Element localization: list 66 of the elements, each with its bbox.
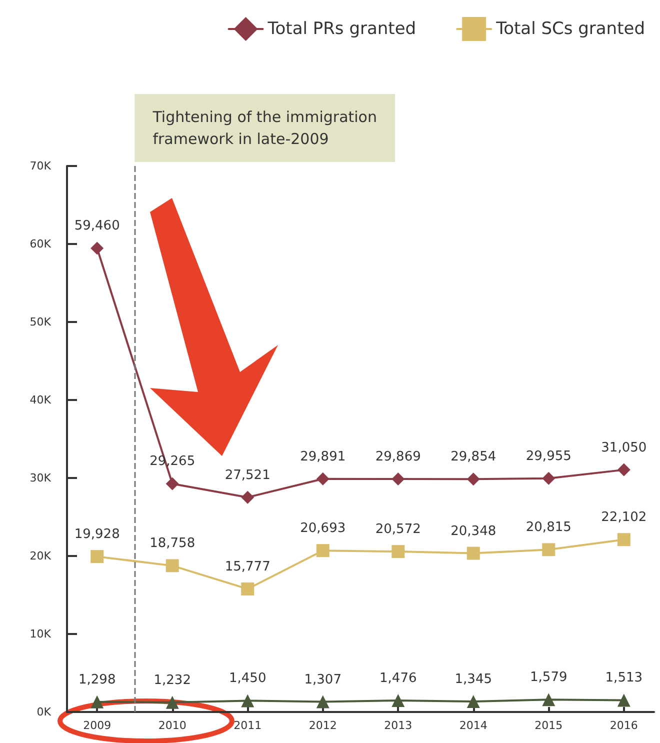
point xyxy=(316,695,330,708)
point xyxy=(392,694,405,707)
x-tick-label: 2012 xyxy=(308,719,337,732)
ref-line-label: Tightening of the immigration framework in late-2009 xyxy=(152,108,377,148)
data-label: 1,579 xyxy=(530,670,568,686)
data-label: 18,758 xyxy=(150,536,196,552)
data-label: 29,891 xyxy=(300,449,346,464)
data-label: 20,815 xyxy=(526,520,572,536)
x-tick-label: 2015 xyxy=(534,719,563,732)
point xyxy=(316,544,330,558)
point xyxy=(617,463,630,476)
y-tick-label: 70K xyxy=(30,160,52,172)
x-tick-label: 2014 xyxy=(459,719,488,732)
data-label: 29,955 xyxy=(526,448,572,464)
data-label: 29,854 xyxy=(450,450,496,465)
point xyxy=(542,472,556,485)
point xyxy=(392,472,405,486)
data-label: 19,928 xyxy=(74,527,120,542)
data-label: 20,348 xyxy=(450,524,496,539)
point xyxy=(166,559,179,572)
legend-label: Total SCs granted xyxy=(495,19,646,39)
point xyxy=(466,695,480,708)
x-tick-label: 2013 xyxy=(384,719,412,732)
y-tick-label: 20K xyxy=(30,550,52,562)
x-tick-label: 2009 xyxy=(83,719,112,732)
point xyxy=(466,472,480,486)
y-tick-label: 10K xyxy=(30,628,52,640)
point xyxy=(466,546,480,560)
legend-label: Total PRs granted xyxy=(266,19,416,39)
data-label: 29,869 xyxy=(375,450,421,465)
data-label: 1,513 xyxy=(605,670,643,686)
point xyxy=(166,477,179,490)
data-label: 20,693 xyxy=(300,521,346,536)
y-tick-label: 0K xyxy=(36,706,52,718)
point xyxy=(617,694,630,707)
x-tick-label: 2010 xyxy=(158,719,186,732)
point xyxy=(392,545,405,558)
y-tick-label: 30K xyxy=(30,472,52,484)
data-label: 15,777 xyxy=(224,559,270,574)
point xyxy=(166,696,179,709)
data-label: 20,572 xyxy=(375,522,421,538)
data-label: 1,345 xyxy=(454,672,492,688)
data-label: 22,102 xyxy=(601,510,647,526)
point xyxy=(316,472,330,486)
point xyxy=(90,550,104,564)
point xyxy=(542,543,556,556)
point xyxy=(90,695,104,708)
data-label: 59,460 xyxy=(74,218,120,234)
y-tick-label: 50K xyxy=(30,316,52,328)
data-label: 27,521 xyxy=(224,468,270,483)
data-label: 1,476 xyxy=(380,670,417,686)
point xyxy=(90,242,104,255)
data-label: 1,307 xyxy=(304,672,342,688)
y-tick-label: 60K xyxy=(30,238,52,250)
data-label: 1,232 xyxy=(154,672,191,688)
data-label: 31,050 xyxy=(601,440,647,456)
data-label: 1,298 xyxy=(78,672,116,688)
point xyxy=(617,533,630,546)
point xyxy=(542,693,556,706)
point xyxy=(241,694,254,708)
y-tick-label: 40K xyxy=(30,394,52,406)
data-label: 1,450 xyxy=(229,671,266,686)
point xyxy=(241,490,254,504)
point xyxy=(241,582,254,596)
x-tick-label: 2011 xyxy=(234,719,262,732)
x-tick-label: 2016 xyxy=(610,719,638,732)
